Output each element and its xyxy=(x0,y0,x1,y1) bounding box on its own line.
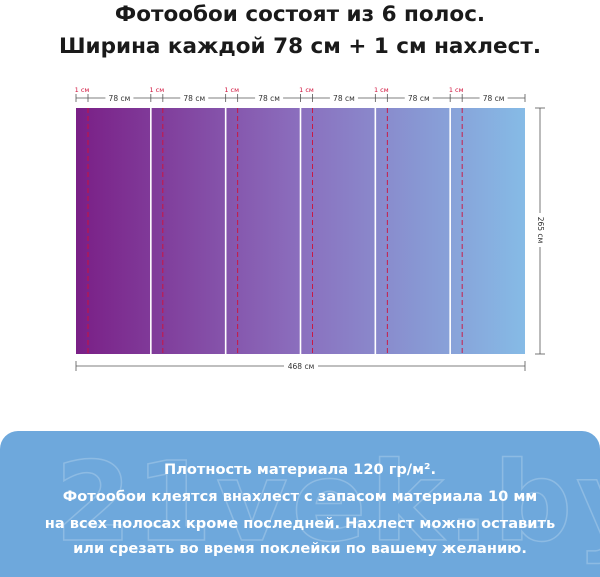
overlap-label: 1 см xyxy=(299,86,314,94)
strip-width-label: 78 см xyxy=(183,94,205,103)
strip-width-label: 78 см xyxy=(483,94,505,103)
header-title-line-2: Ширина каждой 78 см + 1 см нахлест. xyxy=(59,34,541,59)
height-label-backdrop xyxy=(536,213,545,247)
info-text-line-3: на всех полосах кроме последней. Нахлест… xyxy=(44,515,556,532)
strip-width-label: 78 см xyxy=(258,94,280,103)
header-title-line-1: Фотообои состоят из 6 полос. xyxy=(114,2,486,27)
strip-width-label: 78 см xyxy=(408,94,430,103)
strip-label-backdrop xyxy=(255,93,284,103)
overlap-label: 1 см xyxy=(75,86,90,94)
top-dimension-labels: 1 см 78 см 1 см 78 см 1 см 78 см 1 см 78 см 1 см… xyxy=(75,86,508,103)
wallpaper-strips-diagram: 1 см 78 см 1 см 78 см 1 см 78 см 1 см 78 см 1 см… xyxy=(75,86,545,371)
total-width-label-backdrop xyxy=(284,360,318,371)
strip-width-label: 78 см xyxy=(109,94,131,103)
overlap-label: 1 см xyxy=(224,86,239,94)
overlap-label: 1 см xyxy=(374,86,389,94)
strip-label-backdrop xyxy=(479,93,508,103)
info-text-line-2: Фотообои клеятся внахлест с запасом мате… xyxy=(62,488,538,505)
info-density-line: Плотность материала 120 гр/м². xyxy=(164,461,436,478)
strip-label-backdrop xyxy=(329,93,358,103)
overlap-label: 1 см xyxy=(149,86,164,94)
overlap-lines xyxy=(87,108,463,354)
height-label: 265 см xyxy=(536,217,545,243)
top-dimension-ticks xyxy=(75,94,526,102)
strip-label-backdrop xyxy=(404,93,433,103)
info-box: 21vek.by Плотность материала 120 гр/м². … xyxy=(0,431,600,577)
info-text-line-4: или срезать во время поклейки по вашему … xyxy=(73,540,527,557)
strip-label-backdrop xyxy=(105,93,134,103)
strip-label-backdrop xyxy=(180,93,209,103)
strip-width-label: 78 см xyxy=(333,94,355,103)
total-width-label: 468 см xyxy=(288,362,314,371)
overlap-label: 1 см xyxy=(449,86,464,94)
strip-dividers xyxy=(150,108,451,354)
